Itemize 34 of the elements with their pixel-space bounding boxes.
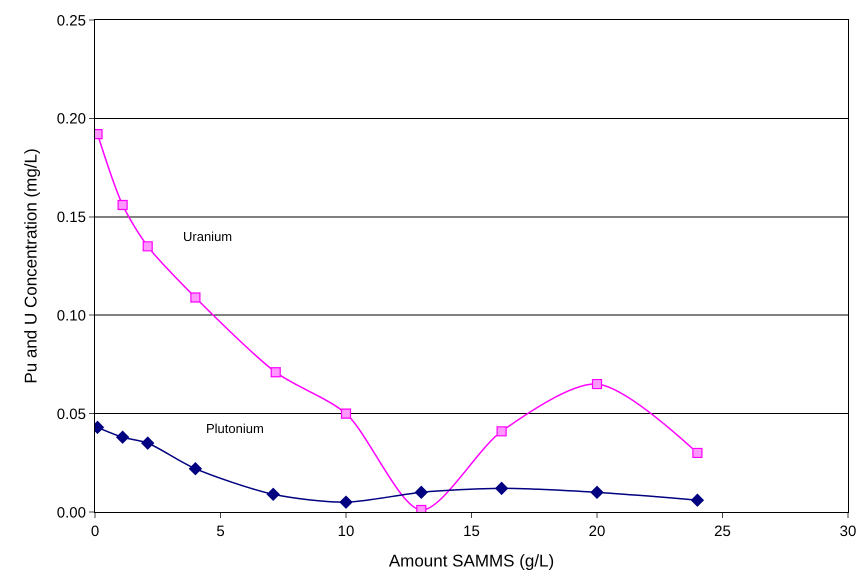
point — [690, 494, 704, 507]
point — [495, 482, 508, 495]
y-tick-label: 0.15 — [56, 209, 86, 226]
x-tick-label: 20 — [588, 523, 606, 540]
point — [190, 292, 200, 303]
text: Uranium — [183, 229, 232, 244]
x-tick-label: 10 — [338, 523, 354, 540]
point — [188, 462, 202, 476]
point — [692, 448, 702, 458]
y-tick-label: 0.20 — [56, 110, 86, 128]
point — [116, 430, 130, 444]
x-axis-title: Amount SAMMS (g/L) — [388, 551, 554, 570]
point — [592, 378, 602, 390]
y-tick-label: 0.00 — [56, 504, 86, 522]
x-tick-label: 25 — [714, 523, 731, 540]
x-tick-label: 0 — [90, 523, 100, 540]
x-tick-label: 30 — [840, 523, 856, 540]
y-axis-title: Pu and U Concentration (mg/L) — [21, 148, 40, 384]
point — [141, 436, 154, 450]
point — [340, 496, 352, 509]
x-tick-label: 5 — [216, 523, 225, 540]
text: Plutonium — [206, 421, 264, 436]
point — [590, 486, 604, 499]
y-tick-label: 0.25 — [56, 12, 86, 30]
point — [266, 488, 280, 501]
y-tick-label: 0.05 — [56, 406, 86, 423]
y-tick-label: 0.10 — [56, 307, 86, 324]
point — [414, 486, 428, 499]
point — [118, 200, 128, 210]
point — [496, 426, 507, 436]
point — [270, 367, 281, 378]
point — [142, 241, 153, 252]
point — [340, 408, 352, 419]
x-tick-label: 15 — [463, 523, 480, 540]
